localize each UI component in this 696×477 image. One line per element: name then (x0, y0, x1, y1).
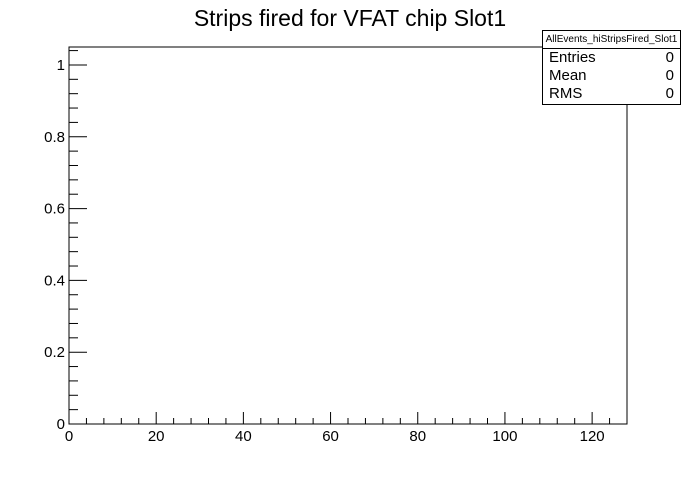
y-tick-label: 0.2 (44, 344, 65, 361)
x-tick-label: 20 (148, 428, 165, 445)
stats-mean-label: Mean (549, 67, 587, 84)
y-tick-label: 1 (57, 57, 65, 74)
chart-title: Strips fired for VFAT chip Slot1 (194, 5, 506, 31)
stats-mean-value: 0 (665, 67, 674, 84)
stats-box: AllEvents_hiStripsFired_Slot1 Entries 0 … (542, 30, 681, 105)
y-tick-label: 0 (57, 416, 65, 433)
x-tick-label: 60 (322, 428, 339, 445)
x-tick-label: 80 (409, 428, 426, 445)
stats-entries-value: 0 (665, 49, 674, 66)
stats-box-title: AllEvents_hiStripsFired_Slot1 (543, 31, 680, 49)
x-tick-label: 0 (65, 428, 73, 445)
stats-row-rms: RMS 0 (543, 85, 680, 103)
stats-entries-label: Entries (549, 49, 596, 66)
stats-rms-label: RMS (549, 85, 583, 102)
stats-rms-value: 0 (665, 85, 674, 102)
x-tick-label: 40 (235, 428, 252, 445)
x-axis: 0 20 40 60 80 100 120 (65, 412, 628, 445)
y-tick-label: 0.8 (44, 129, 65, 146)
stats-row-mean: Mean 0 (543, 67, 680, 85)
y-tick-label: 0.4 (44, 272, 65, 289)
x-tick-label: 120 (580, 428, 605, 445)
stats-row-entries: Entries 0 (543, 49, 680, 67)
x-tick-label: 100 (492, 428, 517, 445)
y-axis: 0 0.2 0.4 0.6 0.8 1 (44, 50, 87, 433)
y-tick-label: 0.6 (44, 201, 65, 218)
